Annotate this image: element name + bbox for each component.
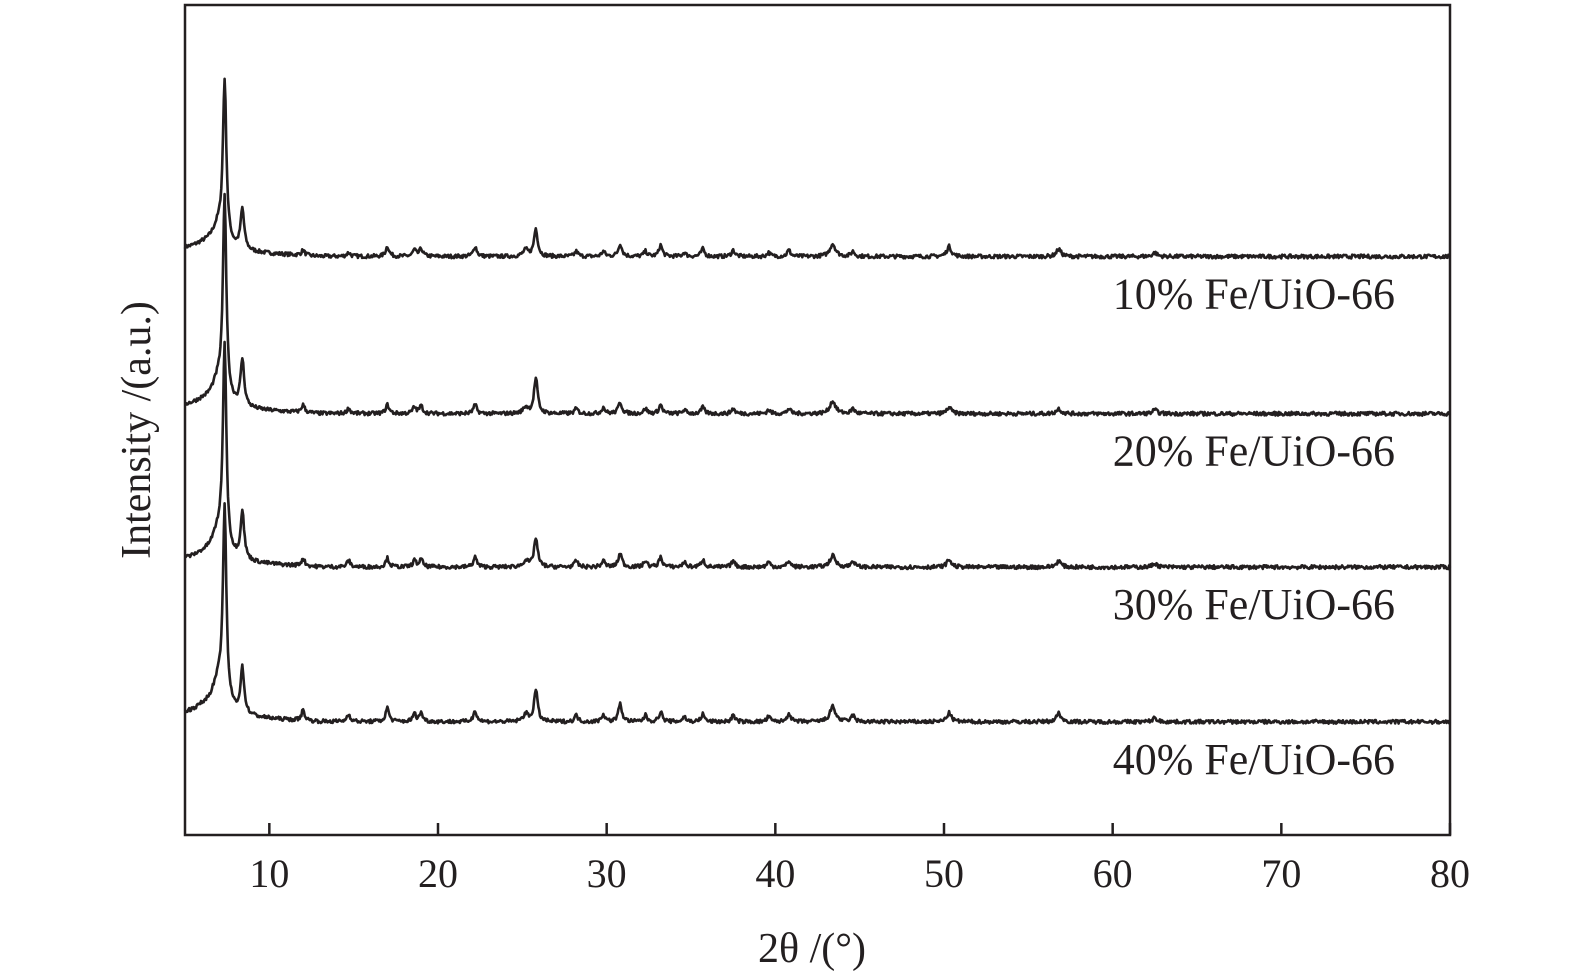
series-label: 20% Fe/UiO-66	[1113, 427, 1395, 476]
series-line	[184, 192, 1452, 417]
x-tick-label: 50	[924, 851, 964, 896]
x-tick-label: 20	[418, 851, 458, 896]
x-tick-label: 80	[1430, 851, 1470, 896]
series-label: 10% Fe/UiO-66	[1113, 270, 1395, 319]
x-tick-label: 10	[249, 851, 289, 896]
series-label: 30% Fe/UiO-66	[1113, 580, 1395, 629]
diffraction-traces	[183, 77, 1452, 726]
series-line	[183, 77, 1451, 260]
plot-frame	[183, 3, 1452, 837]
x-tick-label: 60	[1093, 851, 1133, 896]
x-axis-ticks: 10 20 30 40 50 60 70 80	[249, 823, 1470, 896]
x-tick-label: 40	[755, 851, 795, 896]
x-tick-label: 30	[587, 851, 627, 896]
x-axis-label: 2θ /(°)	[758, 926, 866, 972]
series-label: 40% Fe/UiO-66	[1113, 735, 1395, 784]
series-line	[183, 501, 1452, 726]
x-tick-label: 70	[1261, 851, 1301, 896]
y-axis-label: Intensity /(a.u.)	[114, 301, 160, 559]
series-line	[184, 340, 1452, 571]
series-labels: 10% Fe/UiO-66 20% Fe/UiO-66 30% Fe/UiO-66 4…	[1113, 270, 1395, 784]
